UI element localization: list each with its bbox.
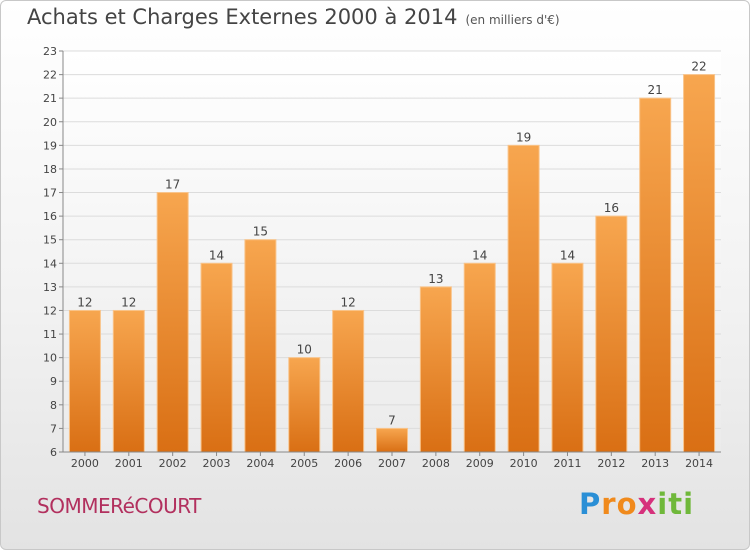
bar [551, 262, 584, 453]
x-tick-label: 2013 [641, 457, 669, 470]
x-tick-label: 2009 [466, 457, 494, 470]
data-label: 14 [209, 248, 224, 262]
logo-letter: i [683, 487, 695, 521]
bar [332, 309, 365, 453]
y-tick-label: 15 [43, 234, 57, 247]
y-tick-label: 12 [43, 304, 57, 317]
y-tick-label: 8 [50, 399, 57, 412]
y-tick-label: 19 [43, 139, 57, 152]
y-tick-label: 6 [50, 446, 57, 459]
bar [156, 192, 189, 453]
data-label: 12 [77, 295, 92, 309]
y-tick-label: 10 [43, 352, 57, 365]
x-tick-label: 2012 [597, 457, 625, 470]
x-tick-label: 2007 [378, 457, 406, 470]
x-tick-label: 2000 [71, 457, 99, 470]
bar [244, 239, 277, 453]
bar [419, 286, 452, 453]
bar [112, 309, 145, 453]
bars: 12 12 17 14 15 10 12 7 13 14 19 14 16 21 22 [68, 60, 716, 453]
data-label: 13 [428, 272, 443, 286]
data-label: 17 [165, 178, 180, 192]
x-tick-label: 2002 [159, 457, 187, 470]
data-label: 19 [516, 130, 531, 144]
logo-letter: r [601, 487, 617, 521]
chart-title: Achats et Charges Externes 2000 à 2014 (e… [27, 5, 560, 29]
axes: 6 7 8 9 10 11 12 13 14 15 16 17 18 19 20 21 22 23 2000 2001… [43, 45, 721, 470]
proxiti-logo: Proxiti [579, 487, 694, 521]
logo-letter: i [657, 487, 669, 521]
data-label: 7 [388, 413, 396, 427]
bar [507, 144, 540, 453]
x-tick-label: 2004 [246, 457, 274, 470]
logo-letter: x [637, 487, 658, 521]
bar [683, 74, 716, 453]
y-tick-label: 20 [43, 116, 57, 129]
chart-unit: (en milliers d'€) [465, 13, 560, 27]
bar [200, 262, 233, 453]
y-tick-label: 16 [43, 210, 57, 223]
data-label: 21 [648, 83, 663, 97]
data-label: 14 [472, 248, 487, 262]
y-tick-label: 7 [50, 422, 57, 435]
bar [68, 309, 101, 453]
x-tick-label: 2005 [290, 457, 318, 470]
x-tick-label: 2006 [334, 457, 362, 470]
x-tick-label: 2011 [553, 457, 581, 470]
bar [376, 427, 408, 453]
logo-letter: P [579, 487, 602, 521]
data-label: 22 [691, 60, 706, 74]
logo-letter: t [668, 487, 684, 521]
x-tick-label: 2003 [203, 457, 231, 470]
y-tick-label: 13 [43, 281, 57, 294]
logo-letter: o [616, 487, 638, 521]
bar [595, 215, 628, 453]
x-tick-label: 2010 [510, 457, 538, 470]
x-tick-label: 2001 [115, 457, 143, 470]
data-label: 12 [340, 295, 355, 309]
x-tick-label: 2014 [685, 457, 713, 470]
data-label: 12 [121, 295, 136, 309]
y-tick-label: 18 [43, 163, 57, 176]
data-label: 15 [253, 225, 268, 239]
x-tick-label: 2008 [422, 457, 450, 470]
data-label: 14 [560, 248, 575, 262]
chart-title-text: Achats et Charges Externes 2000 à 2014 [27, 5, 458, 29]
data-label: 16 [604, 201, 619, 215]
y-tick-label: 21 [43, 92, 57, 105]
y-tick-label: 14 [43, 257, 57, 270]
data-label: 10 [297, 343, 312, 357]
commune-name: SOMMERéCOURT [37, 494, 201, 518]
y-tick-label: 9 [50, 375, 57, 388]
y-tick-label: 23 [43, 45, 57, 58]
y-tick-label: 22 [43, 69, 57, 82]
bar [639, 97, 672, 453]
y-tick-label: 11 [43, 328, 57, 341]
bar [288, 357, 321, 453]
y-tick-label: 17 [43, 187, 57, 200]
bar [463, 262, 496, 453]
